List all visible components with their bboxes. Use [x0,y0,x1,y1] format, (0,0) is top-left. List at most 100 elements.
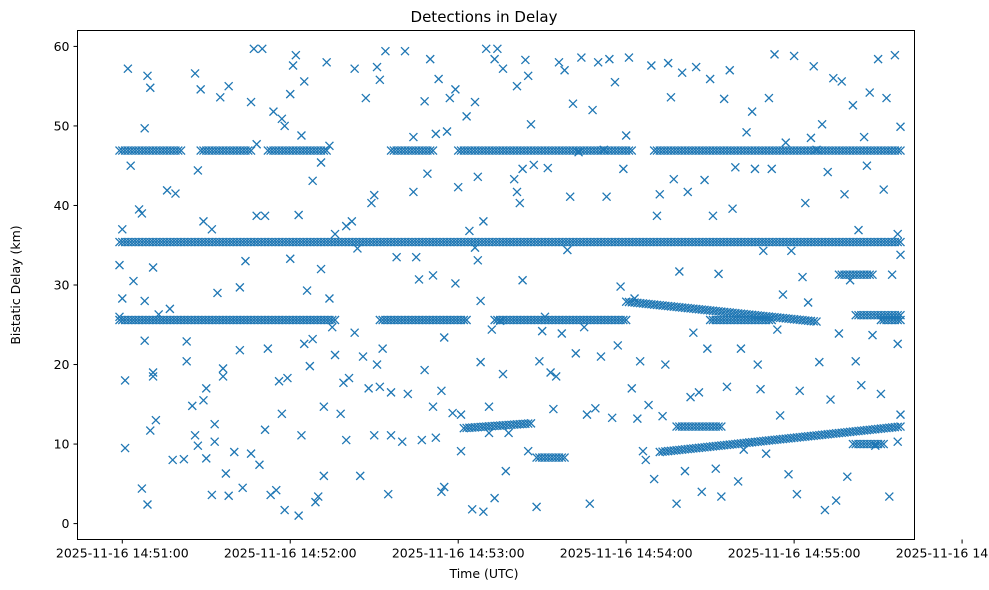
data-point [557,329,567,338]
data-point [722,382,732,392]
data-point [669,174,679,184]
data-point [515,198,525,208]
data-point [666,92,676,102]
data-point [478,216,488,226]
plot-frame [77,30,915,540]
data-point [274,376,284,386]
data-point [201,383,211,393]
data-point [674,267,684,276]
data-point [504,428,514,438]
data-point [490,493,500,503]
data-point [254,460,264,470]
data-point [534,356,544,366]
data-point [893,437,903,447]
data-point [450,84,460,94]
data-point [770,49,779,59]
data-point [431,433,441,443]
data-point [243,146,253,156]
data-point [820,505,830,515]
data-point [627,146,637,156]
data-point [596,352,606,362]
data-point [467,504,477,514]
data-point [644,400,654,410]
data-point [288,61,298,70]
data-point [548,404,558,414]
data-point [448,408,458,418]
data-point [700,175,710,185]
data-point [229,447,239,457]
data-point [285,254,295,264]
data-point [848,100,858,110]
data-point [492,44,502,54]
data-point [123,64,133,74]
data-point [241,256,250,266]
data-point [560,453,570,463]
data-point [579,322,589,332]
data-point [201,453,211,463]
data-point [786,246,796,256]
data-point [148,368,158,377]
data-point [747,107,757,117]
y-tick-label: 0 [62,516,70,531]
data-point [296,131,306,140]
data-point [210,419,220,429]
data-point [481,44,491,54]
data-point [733,476,743,486]
data-point [602,192,612,202]
data-point [565,192,575,202]
data-point [896,250,905,260]
data-point [716,422,726,432]
data-point [425,146,435,156]
data-point [347,216,357,226]
data-point [308,176,318,186]
data-point [876,389,886,399]
data-point [459,315,469,325]
data-point [691,62,701,72]
data-point [140,123,150,133]
data-point [355,471,365,481]
data-point [806,133,816,143]
data-point [352,243,362,253]
data-point [213,288,222,298]
data-point [434,74,444,84]
data-point [876,439,886,449]
data-point [893,339,903,349]
data-point [456,446,466,456]
data-point [680,466,690,476]
data-point [772,325,782,334]
data-point [484,428,494,438]
data-point [879,439,889,449]
data-point [282,373,292,383]
data-point [893,146,903,156]
data-point [316,158,326,167]
data-point [546,368,556,377]
data-point [252,211,262,221]
data-point [719,94,729,104]
data-point [702,344,712,354]
data-point [512,187,522,197]
data-point [576,53,586,63]
x-axis-label: Time (UTC) [448,566,518,581]
data-point [784,469,793,479]
data-point [775,410,785,420]
data-point [694,387,704,397]
data-point [571,348,581,358]
data-point [865,270,875,280]
data-point [607,413,617,423]
data-point [618,164,628,174]
y-tick-label: 60 [54,39,70,54]
data-point [196,84,206,94]
data-point [324,141,334,151]
data-point [518,164,528,174]
data-point [868,330,877,340]
data-point [476,357,486,367]
x-tick-label: 2025-11-16 14:55:00 [728,546,861,561]
data-point [439,482,449,492]
data-point [143,71,152,81]
data-point [375,75,385,85]
data-point [428,146,438,156]
data-point [137,208,147,218]
data-point [862,161,872,171]
data-point [641,455,651,465]
